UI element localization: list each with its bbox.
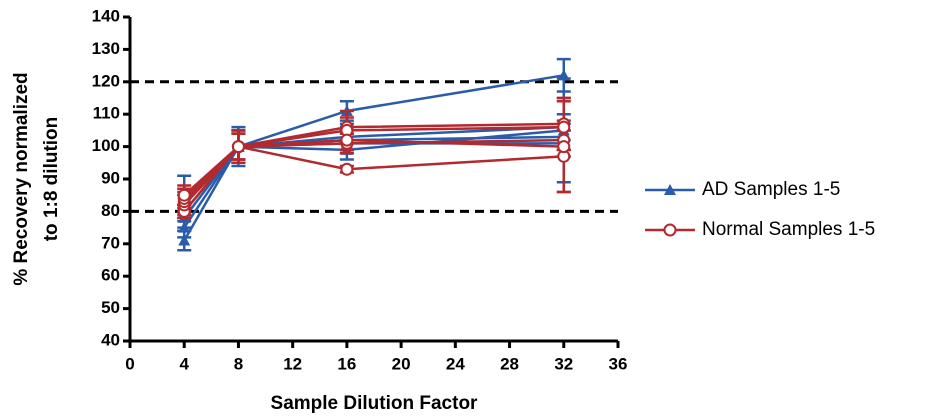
y-tick-label: 140 xyxy=(92,6,120,25)
series-line xyxy=(183,142,564,213)
x-tick-label: 4 xyxy=(179,354,189,373)
y-tick-label: 90 xyxy=(101,168,120,187)
x-axis-title: Sample Dilution Factor xyxy=(271,393,479,414)
series-line xyxy=(183,74,564,242)
y-tick-label: 50 xyxy=(101,298,120,317)
x-tick-label: 36 xyxy=(609,354,628,373)
data-point xyxy=(177,188,191,202)
y-axis-title: % Recovery normalized xyxy=(11,72,32,285)
data-point xyxy=(557,120,571,134)
y-tick-label: 40 xyxy=(101,330,120,349)
y-tick-label: 110 xyxy=(93,104,120,123)
data-point xyxy=(178,234,191,246)
y-tick-label: 60 xyxy=(101,266,120,285)
data-point xyxy=(340,133,354,147)
data-point xyxy=(557,69,570,81)
series-line xyxy=(183,129,564,229)
y-axis-title: to 1:8 dilution xyxy=(41,117,62,242)
data-point xyxy=(231,140,245,154)
y-tick-label: 120 xyxy=(92,71,120,90)
legend-marker xyxy=(663,223,677,237)
legend-marker xyxy=(664,184,676,195)
series-line xyxy=(183,138,564,197)
x-tick-label: 20 xyxy=(392,354,411,373)
data-point xyxy=(557,140,571,154)
legend-label: Normal Samples 1-5 xyxy=(702,219,875,240)
x-tick-label: 12 xyxy=(283,354,302,373)
legend-label: AD Samples 1-5 xyxy=(702,179,840,200)
x-tick-label: 0 xyxy=(125,354,134,373)
y-tick-label: 70 xyxy=(101,233,120,252)
x-tick-label: 28 xyxy=(500,354,519,373)
data-point xyxy=(178,221,191,233)
y-tick-label: 130 xyxy=(92,39,120,58)
data-point xyxy=(340,162,354,176)
x-tick-label: 24 xyxy=(446,354,465,373)
x-tick-label: 8 xyxy=(234,354,243,373)
x-tick-label: 32 xyxy=(554,354,573,373)
y-tick-label: 100 xyxy=(92,136,120,155)
x-tick-label: 16 xyxy=(337,354,356,373)
series-line xyxy=(183,145,564,213)
y-tick-label: 80 xyxy=(101,201,120,220)
